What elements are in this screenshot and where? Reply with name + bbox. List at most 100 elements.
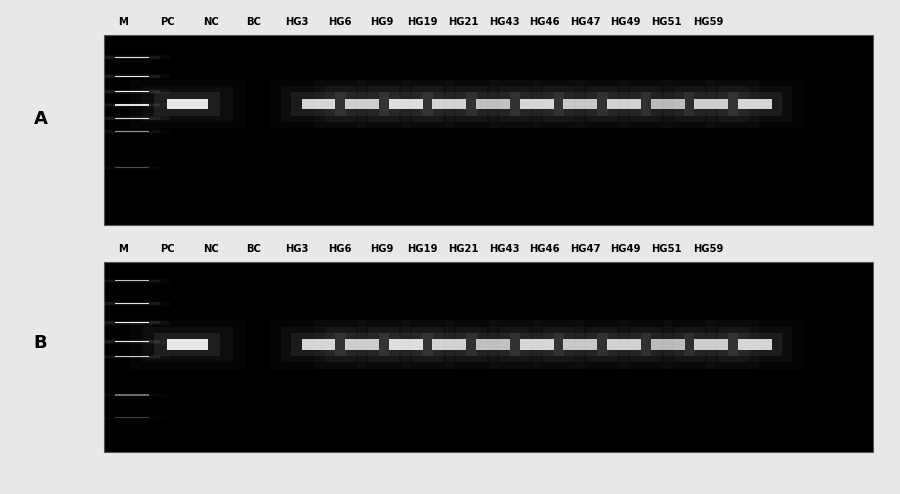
Text: HG51: HG51 bbox=[651, 17, 681, 27]
Text: HG47: HG47 bbox=[570, 17, 600, 27]
Bar bbox=[154, 92, 220, 116]
Bar bbox=[115, 280, 149, 282]
Bar bbox=[554, 333, 608, 356]
Bar bbox=[543, 86, 617, 122]
Bar bbox=[389, 339, 423, 350]
Text: HG43: HG43 bbox=[489, 245, 519, 254]
Bar bbox=[94, 166, 170, 169]
Bar bbox=[154, 333, 220, 356]
Bar bbox=[422, 333, 477, 356]
Bar bbox=[115, 322, 149, 323]
Bar bbox=[651, 339, 685, 350]
Bar bbox=[509, 92, 564, 116]
Bar bbox=[325, 327, 400, 362]
Bar bbox=[105, 394, 159, 396]
Bar bbox=[94, 393, 170, 397]
Bar bbox=[115, 118, 149, 119]
Bar bbox=[105, 356, 159, 358]
Bar bbox=[563, 99, 598, 109]
Text: HG21: HG21 bbox=[448, 245, 479, 254]
Bar bbox=[94, 90, 170, 93]
Bar bbox=[520, 99, 554, 109]
Bar bbox=[166, 339, 208, 350]
Bar bbox=[728, 333, 782, 356]
Bar bbox=[358, 80, 454, 128]
Text: HG46: HG46 bbox=[529, 17, 560, 27]
Bar bbox=[455, 86, 530, 122]
Bar bbox=[651, 99, 685, 109]
Bar bbox=[141, 327, 233, 362]
Bar bbox=[641, 92, 695, 116]
Bar bbox=[130, 321, 245, 369]
Bar bbox=[433, 99, 466, 109]
Text: HG9: HG9 bbox=[370, 17, 393, 27]
Bar bbox=[94, 116, 170, 120]
Text: HG19: HG19 bbox=[407, 245, 437, 254]
Bar bbox=[115, 57, 149, 58]
Text: HG6: HG6 bbox=[328, 17, 352, 27]
Bar bbox=[695, 99, 728, 109]
Bar bbox=[104, 35, 873, 225]
Bar bbox=[368, 327, 443, 362]
Bar bbox=[130, 80, 245, 128]
Bar bbox=[105, 90, 159, 93]
Bar bbox=[422, 92, 477, 116]
Bar bbox=[554, 92, 608, 116]
Text: PC: PC bbox=[160, 245, 175, 254]
Bar bbox=[509, 333, 564, 356]
Bar bbox=[728, 92, 782, 116]
Bar bbox=[141, 86, 233, 122]
Bar bbox=[500, 327, 574, 362]
Bar bbox=[563, 339, 598, 350]
Bar bbox=[115, 131, 149, 132]
Bar bbox=[292, 92, 346, 116]
Bar bbox=[717, 327, 792, 362]
Bar bbox=[302, 339, 336, 350]
Text: BC: BC bbox=[247, 17, 261, 27]
Bar bbox=[577, 321, 671, 369]
Bar bbox=[379, 333, 433, 356]
Bar bbox=[597, 92, 652, 116]
Bar bbox=[707, 321, 803, 369]
Bar bbox=[641, 333, 695, 356]
Bar bbox=[597, 333, 652, 356]
Bar bbox=[115, 76, 149, 77]
Bar bbox=[105, 117, 159, 120]
Bar bbox=[402, 80, 497, 128]
Bar bbox=[476, 99, 510, 109]
Text: HG47: HG47 bbox=[570, 245, 600, 254]
Bar bbox=[490, 321, 584, 369]
Bar bbox=[271, 321, 366, 369]
Bar bbox=[358, 321, 454, 369]
Text: HG19: HG19 bbox=[407, 17, 437, 27]
Bar bbox=[446, 321, 541, 369]
Bar bbox=[674, 86, 749, 122]
Bar bbox=[105, 322, 159, 324]
Bar bbox=[105, 104, 159, 106]
Bar bbox=[707, 80, 803, 128]
Bar bbox=[115, 104, 149, 106]
Bar bbox=[94, 355, 170, 359]
Bar bbox=[738, 339, 772, 350]
Text: HG3: HG3 bbox=[285, 245, 309, 254]
Bar bbox=[94, 416, 170, 420]
Bar bbox=[105, 75, 159, 78]
Bar bbox=[105, 302, 159, 305]
Bar bbox=[543, 327, 617, 362]
Bar bbox=[717, 86, 792, 122]
Bar bbox=[664, 321, 759, 369]
Bar bbox=[455, 327, 530, 362]
Bar bbox=[630, 86, 705, 122]
Bar bbox=[446, 80, 541, 128]
Bar bbox=[346, 99, 379, 109]
Bar bbox=[105, 340, 159, 343]
Bar bbox=[674, 327, 749, 362]
Bar bbox=[412, 327, 487, 362]
Text: HG49: HG49 bbox=[610, 17, 641, 27]
Bar bbox=[105, 416, 159, 419]
Bar bbox=[94, 279, 170, 283]
Bar bbox=[94, 302, 170, 306]
Bar bbox=[94, 340, 170, 344]
Bar bbox=[520, 339, 554, 350]
Text: HG43: HG43 bbox=[489, 17, 519, 27]
